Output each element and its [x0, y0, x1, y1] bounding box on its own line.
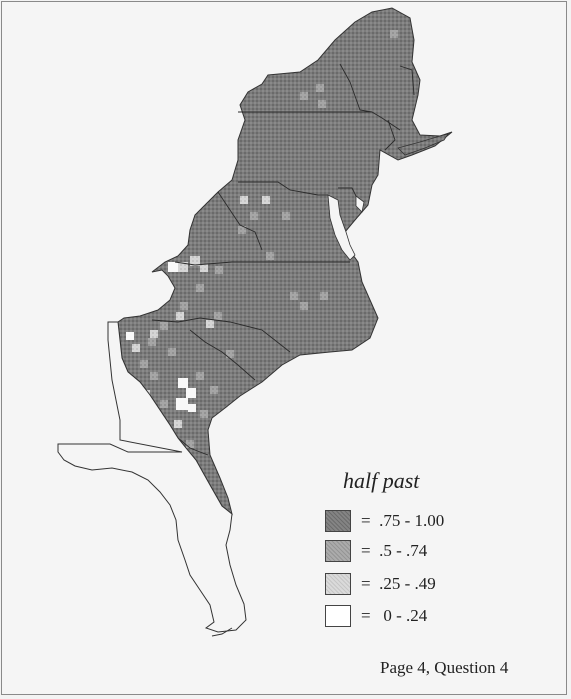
page-footer: Page 4, Question 4 — [380, 658, 509, 677]
legend-label: = .5 - .74 — [361, 541, 428, 560]
legend-swatch-white — [325, 605, 351, 627]
legend-label: = .25 - .49 — [361, 574, 436, 593]
legend-title: half past — [343, 468, 420, 493]
legend-swatch-medium — [325, 540, 351, 562]
legend-label: = 0 - .24 — [361, 606, 428, 625]
legend-item-medium: = .5 - .74 — [325, 540, 525, 564]
state-boundaries — [151, 63, 415, 456]
legend-swatch-light — [325, 573, 351, 595]
legend-item-none: = 0 - .24 — [325, 605, 525, 629]
legend-label: = .75 - 1.00 — [361, 511, 445, 530]
east-coast-region — [117, 7, 453, 516]
medium-cells — [140, 30, 398, 448]
legend-item-high: = .75 - 1.00 — [325, 510, 525, 534]
chesapeake-bay — [327, 194, 356, 261]
legend-swatch-dark — [325, 510, 351, 532]
florida-keys — [211, 627, 233, 637]
delaware-bay — [355, 195, 365, 213]
florida-outline — [57, 321, 247, 633]
long-island — [397, 133, 449, 156]
legend-item-low: = .25 - .49 — [325, 573, 525, 597]
